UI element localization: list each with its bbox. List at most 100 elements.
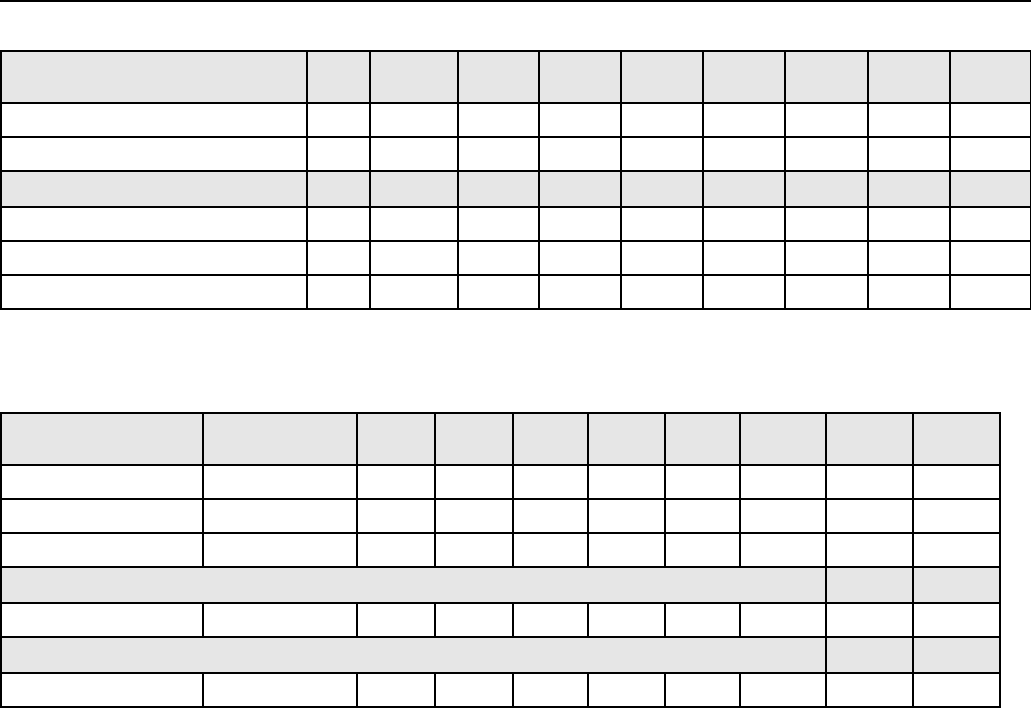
table-cell (356, 602, 436, 638)
table-cell (784, 274, 869, 310)
top-rule (0, 0, 1031, 2)
table-cell (369, 206, 459, 242)
table-cell (512, 498, 589, 534)
table-row (0, 206, 1031, 242)
table-cell (664, 464, 741, 500)
table-2 (0, 412, 1001, 708)
table-cell (620, 206, 704, 242)
table-cell (739, 602, 827, 638)
table-cell (949, 136, 1031, 172)
table-cell (912, 412, 1001, 466)
table-cell (0, 102, 308, 138)
table-cell (457, 136, 540, 172)
table-cell (0, 170, 308, 208)
table-row (0, 240, 1031, 276)
table-cell (784, 206, 869, 242)
table-cell (702, 240, 786, 276)
table-cell (784, 50, 869, 104)
table-cell (912, 566, 1001, 604)
table-cell (949, 50, 1031, 104)
table-cell (949, 102, 1031, 138)
table-cell (664, 498, 741, 534)
table-cell (369, 136, 459, 172)
table-cell (825, 464, 914, 500)
table-cell (434, 464, 514, 500)
table-cell (512, 464, 589, 500)
table-cell (369, 102, 459, 138)
table-cell (538, 136, 622, 172)
table-cell (702, 102, 786, 138)
table-cell (512, 412, 589, 466)
table-cell (512, 532, 589, 568)
table-cell (825, 532, 914, 568)
table-cell (620, 136, 704, 172)
table-row (0, 170, 1031, 208)
table-cell (664, 412, 741, 466)
table-row (0, 636, 1001, 674)
table-cell (0, 50, 308, 104)
table-row (0, 566, 1001, 604)
table-cell (702, 136, 786, 172)
table-cell (457, 170, 540, 208)
table-cell (912, 464, 1001, 500)
table-cell (512, 672, 589, 708)
table-cell (434, 602, 514, 638)
table-row (0, 672, 1001, 708)
table-cell (306, 274, 371, 310)
table-cell (538, 170, 622, 208)
table-cell (702, 206, 786, 242)
table-cell (356, 532, 436, 568)
table-cell (538, 206, 622, 242)
table-cell (620, 274, 704, 310)
table-cell (457, 50, 540, 104)
table-cell (587, 498, 666, 534)
table-row (0, 498, 1001, 534)
table-cell (912, 672, 1001, 708)
table-cell (0, 464, 204, 500)
table-cell (739, 498, 827, 534)
table-cell (825, 498, 914, 534)
table-cell (356, 412, 436, 466)
table-cell (306, 240, 371, 276)
table-cell (587, 412, 666, 466)
table-cell (0, 672, 204, 708)
table-cell (0, 412, 204, 466)
table-cell (369, 240, 459, 276)
table-cell (825, 636, 914, 674)
table-cell (457, 240, 540, 276)
table-cell (620, 102, 704, 138)
table-cell (949, 206, 1031, 242)
table-cell (538, 102, 622, 138)
table-cell (825, 602, 914, 638)
table-cell (784, 170, 869, 208)
table-cell (356, 464, 436, 500)
table-cell (512, 602, 589, 638)
table-cell (369, 50, 459, 104)
table-cell (538, 50, 622, 104)
table-cell (434, 412, 514, 466)
table-cell (949, 170, 1031, 208)
table-1 (0, 50, 1031, 310)
table-cell (739, 532, 827, 568)
table-cell (587, 602, 666, 638)
table-cell (202, 498, 358, 534)
table-cell (739, 412, 827, 466)
table-cell (867, 206, 951, 242)
table-cell (912, 532, 1001, 568)
table-cell (867, 170, 951, 208)
table-cell (784, 102, 869, 138)
table-cell (702, 170, 786, 208)
table-cell (912, 636, 1001, 674)
table-row (0, 602, 1001, 638)
table-row (0, 532, 1001, 568)
table-cell (784, 136, 869, 172)
table-cell (702, 50, 786, 104)
table-cell (356, 498, 436, 534)
table-cell (620, 240, 704, 276)
table-cell (867, 274, 951, 310)
table-cell (739, 672, 827, 708)
table-cell (369, 170, 459, 208)
table-cell (457, 206, 540, 242)
table-cell (0, 602, 204, 638)
table-cell (825, 566, 914, 604)
